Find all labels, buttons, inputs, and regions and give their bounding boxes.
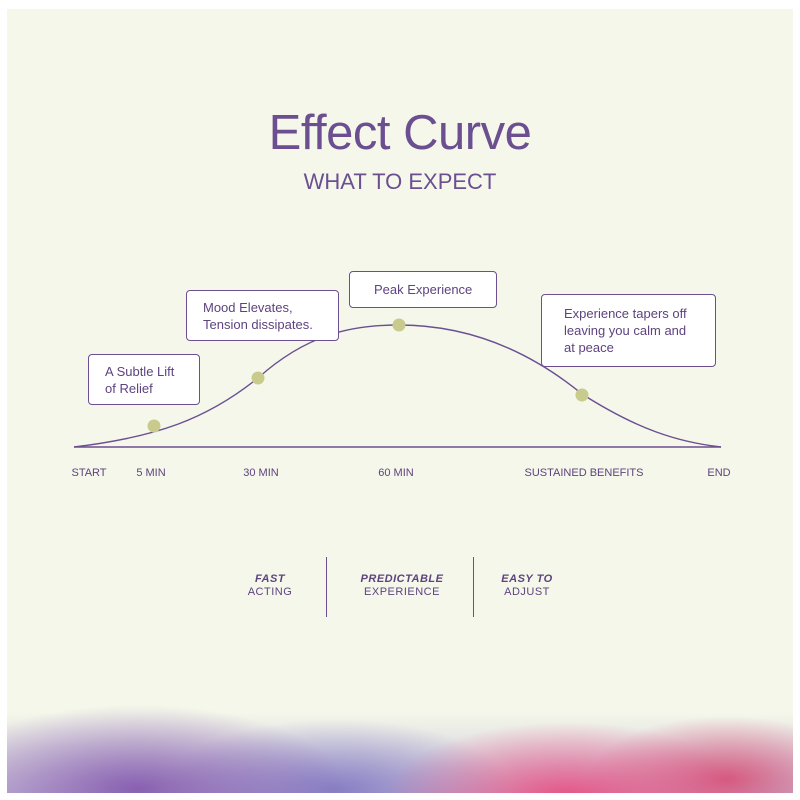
tick-5-min: 5 MIN [136, 467, 166, 479]
callout-subtle-lift: A Subtle Lift of Relief [88, 354, 200, 405]
callout-subtle-lift-text: A Subtle Lift of Relief [105, 363, 175, 396]
feature-easy-to-adjust-regular: ADJUST [504, 586, 550, 598]
callout-tapers-off: Experience tapers off leaving you calm a… [541, 294, 716, 367]
marker-30-min [251, 371, 265, 385]
decorative-gradient-footer [7, 659, 793, 793]
tick-sustained-benefits: SUSTAINED BENEFITS [524, 467, 644, 479]
feature-easy-to-adjust: EASY TO ADJUST [501, 573, 552, 598]
feature-predictable-regular: EXPERIENCE [364, 586, 440, 598]
page-subtitle: WHAT TO EXPECT [303, 169, 497, 194]
page-title: Effect Curve [268, 106, 532, 160]
marker-sustained [575, 388, 589, 402]
tick-start: START [71, 467, 107, 479]
marker-5-min [147, 419, 161, 433]
feature-fast-acting-regular: ACTING [247, 586, 293, 598]
tick-60-min: 60 MIN [378, 467, 414, 479]
feature-predictable-bold: PREDICTABLE [360, 573, 444, 585]
feature-divider [473, 557, 474, 617]
feature-predictable-experience: PREDICTABLE EXPERIENCE [361, 573, 444, 598]
feature-fast-acting: FAST ACTING [248, 573, 293, 598]
feature-easy-to-adjust-bold: EASY TO [501, 573, 553, 585]
callout-peak-experience-text: Peak Experience [374, 282, 473, 297]
tick-30-min: 30 MIN [243, 467, 279, 479]
callout-tapers-off-text: Experience tapers off leaving you calm a… [564, 306, 687, 355]
effect-curve-chart [73, 318, 722, 448]
effect-curve-panel: Effect Curve WHAT TO EXPECT A Subtle Lif… [7, 9, 793, 793]
tick-end: END [707, 467, 731, 479]
callout-peak-experience: Peak Experience [349, 271, 497, 308]
marker-60-min [392, 318, 406, 332]
callout-mood-elevates: Mood Elevates, Tension dissipates. [186, 290, 339, 341]
callout-mood-elevates-text: Mood Elevates, Tension dissipates. [203, 299, 313, 332]
feature-fast-acting-bold: FAST [254, 573, 286, 585]
feature-divider [326, 557, 327, 617]
